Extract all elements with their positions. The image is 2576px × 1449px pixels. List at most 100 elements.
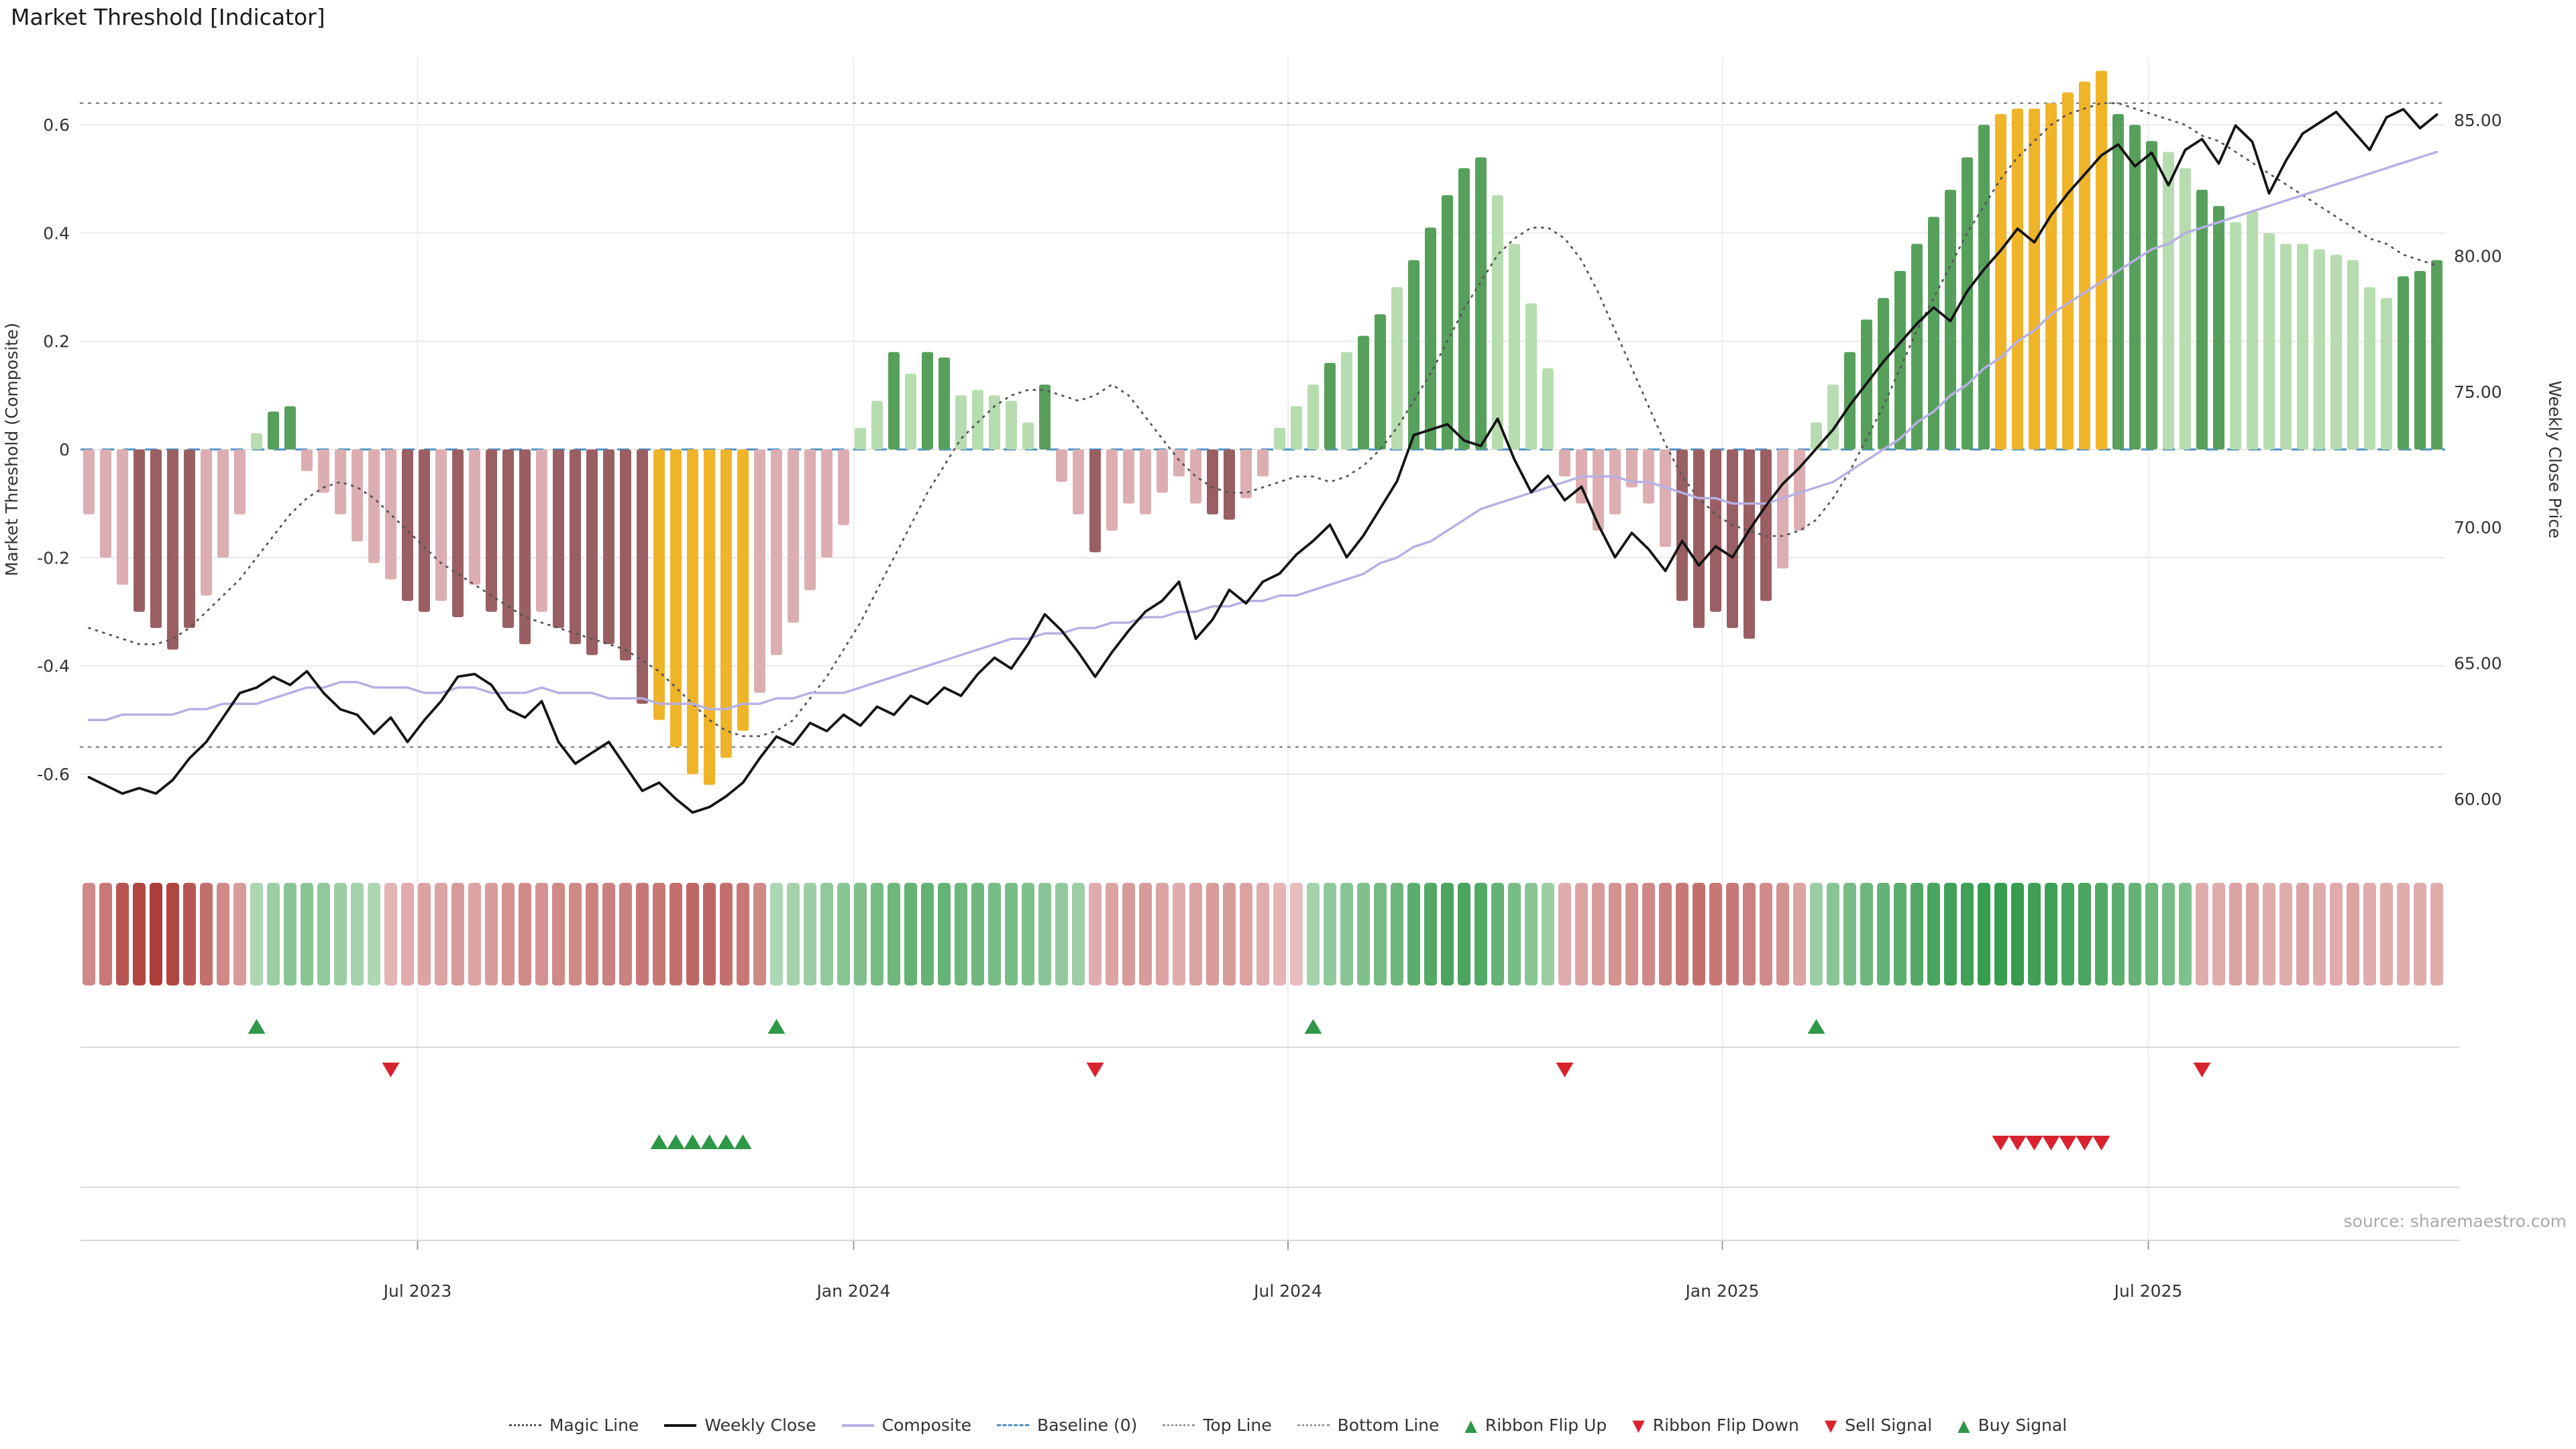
ribbon-cell — [519, 883, 531, 985]
threshold-bar — [855, 427, 866, 449]
y-left-tick-label: -0.6 — [37, 765, 70, 784]
ribbon-cell — [1357, 883, 1370, 985]
x-tick-label: Jul 2025 — [2113, 1281, 2183, 1301]
ribbon-cell — [1139, 883, 1152, 985]
threshold-bar — [972, 390, 983, 449]
legend-item-composite[interactable]: Composite — [841, 1415, 971, 1435]
ribbon-cell — [2011, 883, 2024, 985]
ribbon-cell — [1843, 883, 1856, 985]
legend-item-buy-signal[interactable]: ▲ Buy Signal — [1957, 1415, 2067, 1435]
ribbon-cell — [1659, 883, 1672, 985]
ribbon-cell — [1089, 883, 1102, 985]
ribbon-cell — [1022, 883, 1034, 985]
threshold-bar — [2180, 168, 2191, 449]
ribbon-cell — [2112, 883, 2125, 985]
ribbon-cell — [1441, 883, 1454, 985]
threshold-bar — [1307, 384, 1319, 449]
ribbon-flip-up-marker: ▲ — [1464, 1415, 1477, 1435]
threshold-bar — [570, 449, 581, 645]
ribbon-cell — [150, 883, 162, 985]
legend-item-ribbon-flip-down[interactable]: ▼ Ribbon Flip Down — [1632, 1415, 1799, 1435]
threshold-bar — [385, 449, 396, 580]
ribbon-cell — [686, 883, 699, 985]
ribbon-cell — [2061, 883, 2074, 985]
threshold-bar — [1224, 449, 1235, 520]
ribbon-cell — [267, 883, 280, 985]
ribbon-cell — [804, 883, 816, 985]
threshold-bar — [1811, 422, 1822, 449]
legend-item-bottom-line[interactable]: Bottom Line — [1297, 1415, 1439, 1435]
y-left-tick-label: 0.2 — [43, 332, 70, 352]
ribbon-cell — [166, 883, 179, 985]
ribbon-cell — [1743, 883, 1756, 985]
threshold-bar — [1140, 449, 1151, 515]
threshold-bar — [1039, 384, 1051, 449]
threshold-bar — [1609, 449, 1621, 515]
weekly-close-marker — [664, 1424, 697, 1427]
buy-signal-marker — [700, 1134, 718, 1149]
ribbon-cell — [1038, 883, 1051, 985]
threshold-bar — [2280, 244, 2292, 449]
threshold-bar — [838, 449, 849, 525]
threshold-bar — [2012, 108, 2023, 449]
y-right-tick-label: 65.00 — [2454, 654, 2502, 674]
ribbon-cell — [1256, 883, 1269, 985]
ribbon-cell — [971, 883, 984, 985]
ribbon-cell — [1273, 883, 1286, 985]
ribbon-cell — [904, 883, 917, 985]
ribbon-flip-up-marker — [1304, 1019, 1322, 1034]
legend-label: Ribbon Flip Up — [1485, 1415, 1607, 1435]
threshold-bar — [1844, 352, 1856, 449]
ribbon-cell — [1911, 883, 1923, 985]
ribbon-cell — [854, 883, 867, 985]
threshold-bar — [2314, 249, 2325, 449]
threshold-bar — [335, 449, 346, 515]
source-attribution: source: sharemaestro.com — [2343, 1212, 2567, 1231]
threshold-bar — [1442, 195, 1453, 449]
threshold-bar — [1391, 287, 1403, 449]
threshold-bar — [284, 406, 296, 449]
ribbon-cell — [502, 883, 515, 985]
threshold-bar — [586, 449, 598, 655]
ribbon-cell — [1240, 883, 1252, 985]
ribbon-cell — [535, 883, 548, 985]
y-right-tick-label: 75.00 — [2454, 382, 2502, 402]
threshold-bar — [553, 449, 564, 629]
ribbon-flip-up-marker — [248, 1019, 266, 1034]
legend-item-baseline-0[interactable]: Baseline (0) — [997, 1415, 1137, 1435]
legend-item-top-line[interactable]: Top Line — [1163, 1415, 1272, 1435]
composite-line — [87, 150, 2438, 722]
ribbon-cell — [1810, 883, 1823, 985]
ribbon-cell — [1726, 883, 1739, 985]
ribbon-cell — [1978, 883, 1990, 985]
ribbon-cell — [401, 883, 414, 985]
ribbon-cell — [217, 883, 229, 985]
threshold-bar — [1056, 449, 1067, 482]
threshold-bar — [1878, 298, 1889, 449]
threshold-bar — [133, 449, 145, 612]
ribbon-cell — [334, 883, 347, 985]
threshold-bar — [1693, 449, 1705, 629]
ribbon-flip-down-marker — [382, 1063, 400, 1077]
threshold-bar — [720, 449, 732, 758]
legend-item-weekly-close[interactable]: Weekly Close — [664, 1415, 816, 1435]
ribbon-cell — [1860, 883, 1873, 985]
threshold-bar — [469, 449, 480, 585]
x-tick-label: Jul 2024 — [1252, 1281, 1322, 1301]
threshold-bar — [1509, 244, 1520, 449]
threshold-bar — [888, 352, 900, 449]
ribbon-cell — [753, 883, 766, 985]
legend-item-ribbon-flip-up[interactable]: ▲ Ribbon Flip Up — [1464, 1415, 1607, 1435]
legend-label: Top Line — [1203, 1415, 1272, 1435]
threshold-bar — [1978, 125, 1990, 449]
threshold-bar — [2364, 287, 2375, 449]
ribbon-cell — [1106, 883, 1118, 985]
legend-item-sell-signal[interactable]: ▼ Sell Signal — [1825, 1415, 1932, 1435]
threshold-bar — [922, 352, 933, 449]
threshold-bar — [2330, 254, 2342, 449]
ribbon-cell — [284, 883, 297, 985]
ribbon-cell — [2380, 883, 2393, 985]
ribbon-cell — [418, 883, 431, 985]
legend-item-magic-line[interactable]: Magic Line — [508, 1415, 639, 1435]
ribbon-cell — [1944, 883, 1957, 985]
